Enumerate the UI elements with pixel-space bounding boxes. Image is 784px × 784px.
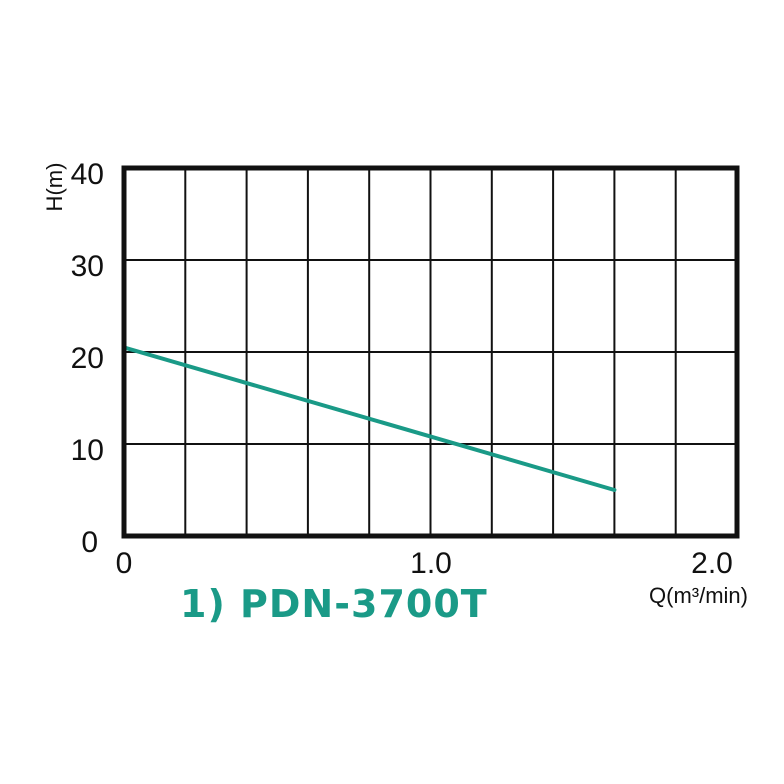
- y-tick-20: 20: [71, 342, 104, 375]
- frame-layer: [121, 165, 740, 539]
- plot-frame: [121, 165, 740, 539]
- y-tick-10: 10: [71, 434, 104, 467]
- legend-entry: 1) PDN-3700T: [180, 582, 488, 626]
- x-tick-2: 2.0: [691, 547, 733, 580]
- x-tick-1: 1.0: [410, 547, 452, 580]
- grid-layer: [124, 168, 737, 536]
- series-line-0: [122, 345, 617, 492]
- y-tick-40: 40: [71, 158, 104, 191]
- y-axis-title: H(m): [42, 163, 67, 212]
- y-tick-0: 0: [81, 526, 98, 559]
- series-layer: [122, 345, 617, 492]
- y-tick-30: 30: [71, 250, 104, 283]
- x-axis-title: Q(m³/min): [649, 583, 748, 608]
- x-tick-0: 0: [116, 547, 133, 580]
